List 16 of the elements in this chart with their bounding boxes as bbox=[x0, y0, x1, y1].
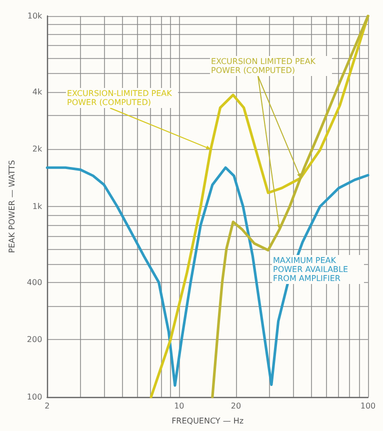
y-tick-label: 100 bbox=[26, 392, 42, 402]
y-tick-label: 200 bbox=[26, 335, 42, 344]
series-label: MAXIMUM PEAK POWER AVAILABLE FROM AMPLIFIER bbox=[272, 255, 364, 284]
y-tick-label: 400 bbox=[26, 278, 42, 287]
y-tick-label: 4k bbox=[32, 87, 43, 96]
x-tick-label: 10 bbox=[174, 402, 184, 410]
x-tick-label: 20 bbox=[230, 402, 242, 410]
text: EXCURSION LIMITED PEAK POWER (COMPUTED) bbox=[210, 56, 332, 76]
x-tick-label: 100 bbox=[360, 402, 376, 410]
y-axis-title: PEAK POWER — WATTS bbox=[8, 160, 16, 253]
y-tick-label: 2k bbox=[32, 144, 43, 154]
text: EXCURSION-LIMITED PEAK POWER (COMPUTED) bbox=[66, 88, 178, 108]
x-axis-title: FREQUENCY — Hz bbox=[172, 416, 244, 426]
y-tick-label: 1k bbox=[32, 202, 43, 211]
y-tick-label: 10k bbox=[27, 12, 43, 20]
x-tick-label: 2 bbox=[44, 402, 50, 410]
